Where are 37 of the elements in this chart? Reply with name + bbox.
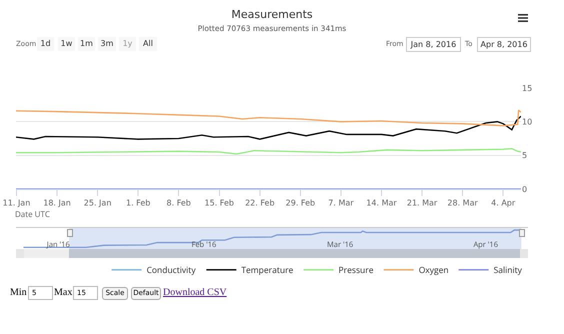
text: 1y <box>119 37 136 51</box>
x-tick-label: 28. Mar <box>447 198 478 208</box>
chart-title: Measurements <box>230 8 314 21</box>
x-tick-label: 8. Feb <box>166 198 191 208</box>
x-axis-title: Date UTC <box>15 209 50 220</box>
text: 1d <box>37 37 54 51</box>
legend-label: Conductivity <box>146 265 196 276</box>
text: Apr 8, 2016 <box>477 37 531 52</box>
x-tick-label: 7. Mar <box>328 198 354 208</box>
y-tick-label: 0 <box>522 184 528 194</box>
x-tick-label: 25. Jan <box>84 198 112 208</box>
x-tick-label: 18. Jan <box>43 198 71 208</box>
y-tick-label: 10 <box>522 117 532 126</box>
x-tick-label: 11. Jan <box>2 198 30 208</box>
text: 1w <box>58 37 75 51</box>
text: Min <box>10 286 27 300</box>
text: Jan 8, 2016 <box>406 37 461 52</box>
line-series <box>16 110 521 126</box>
text: Max <box>54 286 72 300</box>
x-tick-label: 29. Feb <box>286 198 316 208</box>
y-tick-label: 15 <box>522 84 532 93</box>
x-tick-label: 1. Feb <box>126 198 150 208</box>
x-tick-label: 4. Apr <box>491 198 516 208</box>
line-series <box>16 116 521 140</box>
text: 3m <box>98 37 116 51</box>
legend-label: Salinity <box>494 265 523 276</box>
x-tick-label: 14. Mar <box>366 198 398 208</box>
text: 1m <box>78 37 95 51</box>
x-tick-label: 21. Mar <box>406 198 438 208</box>
legend-label: Oxygen <box>418 265 449 276</box>
text: All <box>139 37 157 51</box>
legend-label: Temperature <box>241 265 294 276</box>
text: Download CSV <box>163 286 227 300</box>
y-tick-label: 5 <box>522 151 528 160</box>
legend-label: Pressure <box>338 265 374 276</box>
x-tick-label: 15. Feb <box>204 198 234 208</box>
x-tick-label: 22. Feb <box>245 198 275 208</box>
